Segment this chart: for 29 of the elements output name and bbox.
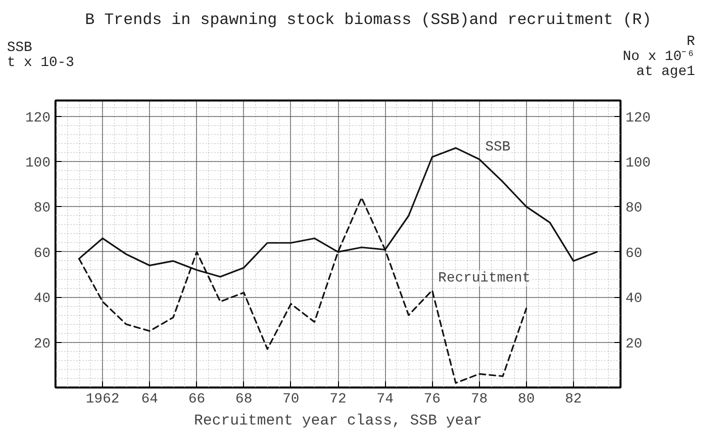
x-tick-label: 78 xyxy=(470,392,488,408)
y2-tick-label: 40 xyxy=(626,291,642,308)
x-tick-label: 76 xyxy=(424,392,441,408)
x-tick-label: 82 xyxy=(565,392,582,408)
y-tick-label: 40 xyxy=(34,291,51,308)
y-tick-label: 80 xyxy=(34,200,51,217)
y2-tick-label: 120 xyxy=(626,110,651,126)
y-tick-label: 100 xyxy=(25,156,51,172)
x-tick-label: 72 xyxy=(330,392,346,408)
y-axis-title: SSB t x 10-3 xyxy=(7,40,74,71)
y2-tick-label: 80 xyxy=(626,200,642,217)
y2-tick-label: 60 xyxy=(626,246,642,262)
annotation: SSB xyxy=(485,139,510,156)
x-tick-label: 80 xyxy=(518,392,535,408)
x-tick-label: 70 xyxy=(282,392,300,408)
x-tick-label: 74 xyxy=(376,392,394,408)
y-tick-label: 20 xyxy=(34,336,51,352)
y-tick-label: 60 xyxy=(34,246,51,262)
y2-axis-title: R No x 10⁻⁶ at age1 xyxy=(622,34,695,80)
x-tick-label: 66 xyxy=(188,392,206,408)
x-axis-title: Recruitment year class, SSB year xyxy=(194,412,482,430)
annotation: Recruitment xyxy=(438,270,531,286)
x-tick-label: 68 xyxy=(235,392,252,408)
chart-title: B Trends in spawning stock biomass (SSB)and recruitment (R) xyxy=(85,10,652,31)
x-tick-label: 1962 xyxy=(86,392,120,408)
x-tick-label: 64 xyxy=(141,392,158,408)
y2-tick-label: 100 xyxy=(626,156,651,172)
y-tick-label: 120 xyxy=(25,110,51,126)
y2-tick-label: 20 xyxy=(626,336,642,352)
